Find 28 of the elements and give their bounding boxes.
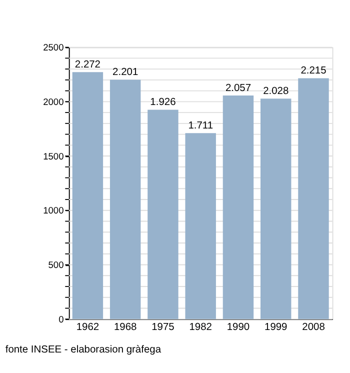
y-tick-label: 1000	[43, 206, 64, 216]
data-label: 2.057	[225, 82, 252, 94]
bar	[72, 72, 104, 320]
source-note: fonte INSEE - elaborasion gràfega	[5, 344, 162, 356]
data-label: 2.272	[74, 59, 101, 70]
y-tick-label: 0	[58, 314, 64, 324]
y-tick-label: 1500	[43, 151, 64, 162]
bar	[298, 78, 329, 320]
bar	[222, 95, 254, 320]
data-label: 2.201	[112, 67, 138, 78]
y-tick-label: 500	[48, 260, 64, 270]
x-tick-label: 1999	[264, 322, 288, 333]
bar	[110, 80, 141, 320]
x-tick-label: 1975	[152, 322, 175, 333]
data-label: 2.028	[263, 86, 289, 97]
bar	[260, 98, 292, 320]
bar	[185, 133, 216, 320]
x-tick-label: 1962	[76, 322, 100, 333]
x-tick-label: 2008	[302, 322, 326, 333]
y-tick-label: 2500	[43, 42, 64, 53]
x-tick-label: 1990	[226, 322, 250, 333]
x-tick-label: 1982	[189, 322, 212, 333]
y-tick-label: 2000	[43, 96, 64, 107]
data-label: 1.926	[150, 97, 176, 108]
data-label: 2.215	[300, 66, 327, 77]
data-label: 1.711	[188, 120, 214, 132]
x-tick-label: 1968	[114, 322, 138, 333]
bar	[148, 110, 178, 320]
